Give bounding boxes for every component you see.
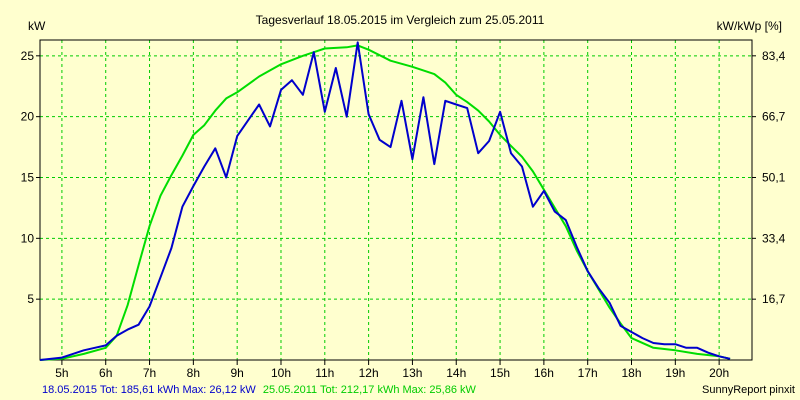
y-tick-label-right: 83,4	[762, 49, 786, 63]
footer-legend: 18.05.2015 Tot: 185,61 kWh Max: 26,12 kW…	[42, 384, 476, 396]
y-axis-left-label: kW	[28, 19, 46, 33]
y-tick-label-left: 5	[27, 292, 34, 306]
x-tick-label: 5h	[55, 366, 68, 380]
x-tick-label: 12h	[359, 366, 379, 380]
y-tick-label-left: 10	[21, 231, 35, 245]
footer-credit: SunnyReport pinxit	[702, 384, 795, 396]
x-tick-label: 8h	[187, 366, 200, 380]
x-tick-label: 18h	[621, 366, 641, 380]
plot-frame	[39, 39, 753, 361]
chart-title: Tagesverlauf 18.05.2015 im Vergleich zum…	[256, 13, 545, 27]
x-tick-label: 9h	[230, 366, 243, 380]
y-axis-right-label: kW/kWp [%]	[717, 19, 782, 33]
x-tick-label: 10h	[271, 366, 291, 380]
x-tick-label: 15h	[490, 366, 510, 380]
legend-series-1: 18.05.2015 Tot: 185,61 kWh Max: 26,12 kW	[42, 384, 256, 396]
x-axis: 5h 6h 7h 8h 9h 10h 11h 12h 13h 14h 15h 16h 17h 18h 19h…	[55, 360, 729, 380]
series-line-25.05.2011	[39, 44, 731, 361]
series-layer	[39, 41, 731, 361]
x-tick-label: 7h	[143, 366, 156, 380]
x-tick-label: 11h	[315, 366, 334, 380]
y-axis-right: 16,7 33,4 50,1 66,7 83,4	[752, 49, 786, 306]
x-tick-label: 19h	[665, 366, 685, 380]
y-axis-left: 5 10 15 20 25	[21, 49, 40, 306]
y-tick-label-right: 50,1	[762, 170, 786, 184]
legend-series-2: 25.05.2011 Tot: 212,17 kWh Max: 25,86 kW	[263, 384, 477, 396]
x-tick-label: 13h	[402, 366, 422, 380]
y-tick-label-right: 33,4	[762, 231, 786, 245]
y-tick-label-left: 20	[21, 110, 35, 124]
x-tick-label: 17h	[578, 366, 598, 380]
x-tick-label: 14h	[446, 366, 466, 380]
x-tick-label: 16h	[534, 366, 554, 380]
grid	[40, 40, 752, 360]
y-tick-label-left: 25	[21, 49, 35, 63]
series-line-18.05.2015	[39, 41, 731, 361]
x-tick-label: 6h	[99, 366, 112, 380]
y-tick-label-right: 16,7	[762, 292, 786, 306]
y-tick-label-left: 15	[21, 170, 35, 184]
y-tick-label-right: 66,7	[762, 110, 786, 124]
x-tick-label: 20h	[709, 366, 729, 380]
